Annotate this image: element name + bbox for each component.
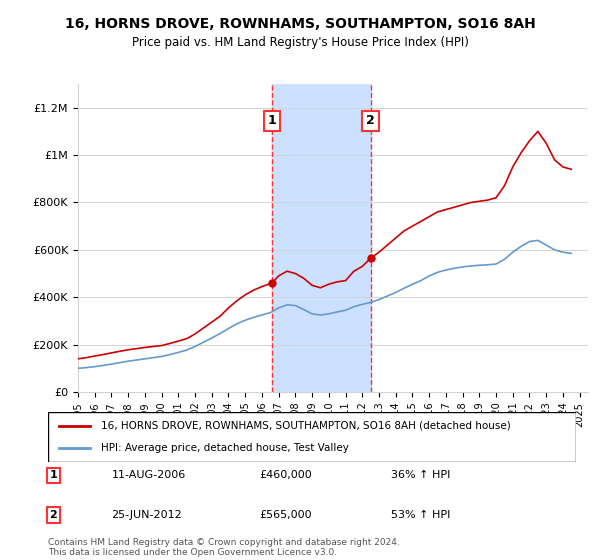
Text: 36% ↑ HPI: 36% ↑ HPI (391, 470, 451, 480)
Text: 16, HORNS DROVE, ROWNHAMS, SOUTHAMPTON, SO16 8AH: 16, HORNS DROVE, ROWNHAMS, SOUTHAMPTON, … (65, 17, 535, 31)
Text: 16, HORNS DROVE, ROWNHAMS, SOUTHAMPTON, SO16 8AH (detached house): 16, HORNS DROVE, ROWNHAMS, SOUTHAMPTON, … (101, 421, 511, 431)
FancyBboxPatch shape (48, 412, 576, 462)
Text: 2: 2 (49, 510, 57, 520)
Text: 1: 1 (268, 114, 277, 128)
Text: Price paid vs. HM Land Registry's House Price Index (HPI): Price paid vs. HM Land Registry's House … (131, 36, 469, 49)
Text: £460,000: £460,000 (259, 470, 312, 480)
Text: 2: 2 (366, 114, 375, 128)
Text: 53% ↑ HPI: 53% ↑ HPI (391, 510, 451, 520)
Text: 1: 1 (49, 470, 57, 480)
Bar (272, 84, 371, 392)
Text: Contains HM Land Registry data © Crown copyright and database right 2024.
This d: Contains HM Land Registry data © Crown c… (48, 538, 400, 557)
Text: HPI: Average price, detached house, Test Valley: HPI: Average price, detached house, Test… (101, 443, 349, 453)
Text: £565,000: £565,000 (259, 510, 312, 520)
Text: 25-JUN-2012: 25-JUN-2012 (112, 510, 182, 520)
Text: 11-AUG-2006: 11-AUG-2006 (112, 470, 185, 480)
